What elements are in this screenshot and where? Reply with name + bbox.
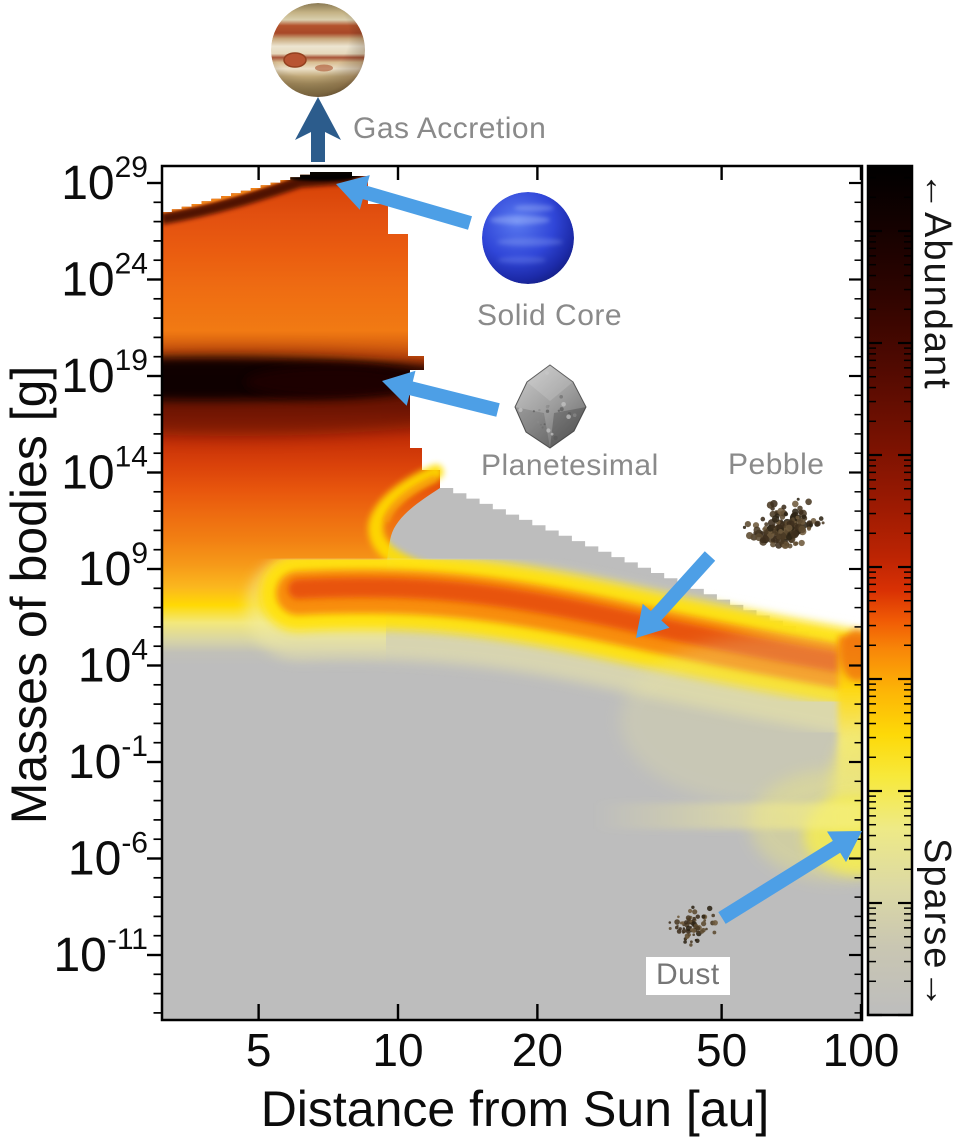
- pebble-aggregate-image: [742, 497, 825, 549]
- x-tick-label: 20: [512, 1024, 563, 1076]
- peak-dark-cap: [275, 172, 365, 181]
- illustrations: [271, 3, 825, 947]
- blob-details: [162, 172, 440, 436]
- plot-frame: [160, 164, 914, 1022]
- x-tick-label: 100: [823, 1024, 900, 1076]
- y-tick-label: 10-11: [53, 923, 148, 982]
- colorbar-label-abundant: ←Abundant: [916, 172, 958, 391]
- x-tick-label: 5: [246, 1024, 272, 1076]
- label-solid-core: Solid Core: [477, 299, 623, 332]
- y-tick-label: 1019: [61, 344, 148, 403]
- y-tick-label: 10-6: [68, 827, 148, 886]
- tick-labels: 1029 1024 1019 1014 109 104 10-1 10-6 10-11 5 10 20…: [53, 151, 899, 1076]
- x-tick-label: 10: [372, 1024, 423, 1076]
- y-tick-label: 1024: [61, 248, 148, 307]
- colorbar-label-sparse: Sparse→: [916, 838, 958, 1011]
- y-tick-label: 1014: [61, 441, 148, 500]
- label-planetesimal: Planetesimal: [481, 449, 659, 482]
- gas-accretion-arrow: [295, 97, 341, 162]
- planetesimal-arrow: [382, 370, 500, 417]
- x-axis-title: Distance from Sun [au]: [261, 1081, 770, 1137]
- annotation-arrows: [295, 97, 862, 924]
- jupiter-image: [271, 3, 365, 97]
- y-tick-label: 1029: [61, 151, 148, 210]
- y-tick-label: 109: [78, 537, 148, 596]
- y-axis-title: Masses of bodies [g]: [1, 366, 57, 825]
- colorbar: [866, 164, 914, 1017]
- y-tick-label: 10-1: [68, 730, 148, 789]
- label-dust: Dust: [646, 957, 730, 995]
- pebble-arrow: [636, 551, 716, 638]
- solid-core-arrow: [336, 175, 472, 230]
- solid-core-planet-image: [482, 192, 574, 284]
- plot-border: [160, 164, 864, 1022]
- planetesimal-asteroid-image: [514, 364, 587, 449]
- label-pebble: Pebble: [728, 448, 825, 481]
- x-tick-label: 50: [696, 1024, 747, 1076]
- dust-aggregate-image: [668, 905, 718, 947]
- label-gas-accretion: Gas Accretion: [353, 112, 547, 145]
- heatmap: [162, 172, 862, 1020]
- axis-ticks: [147, 166, 912, 1020]
- y-tick-label: 104: [78, 634, 148, 693]
- dust-band-stripe: [595, 803, 862, 829]
- dust-arrow: [718, 831, 862, 924]
